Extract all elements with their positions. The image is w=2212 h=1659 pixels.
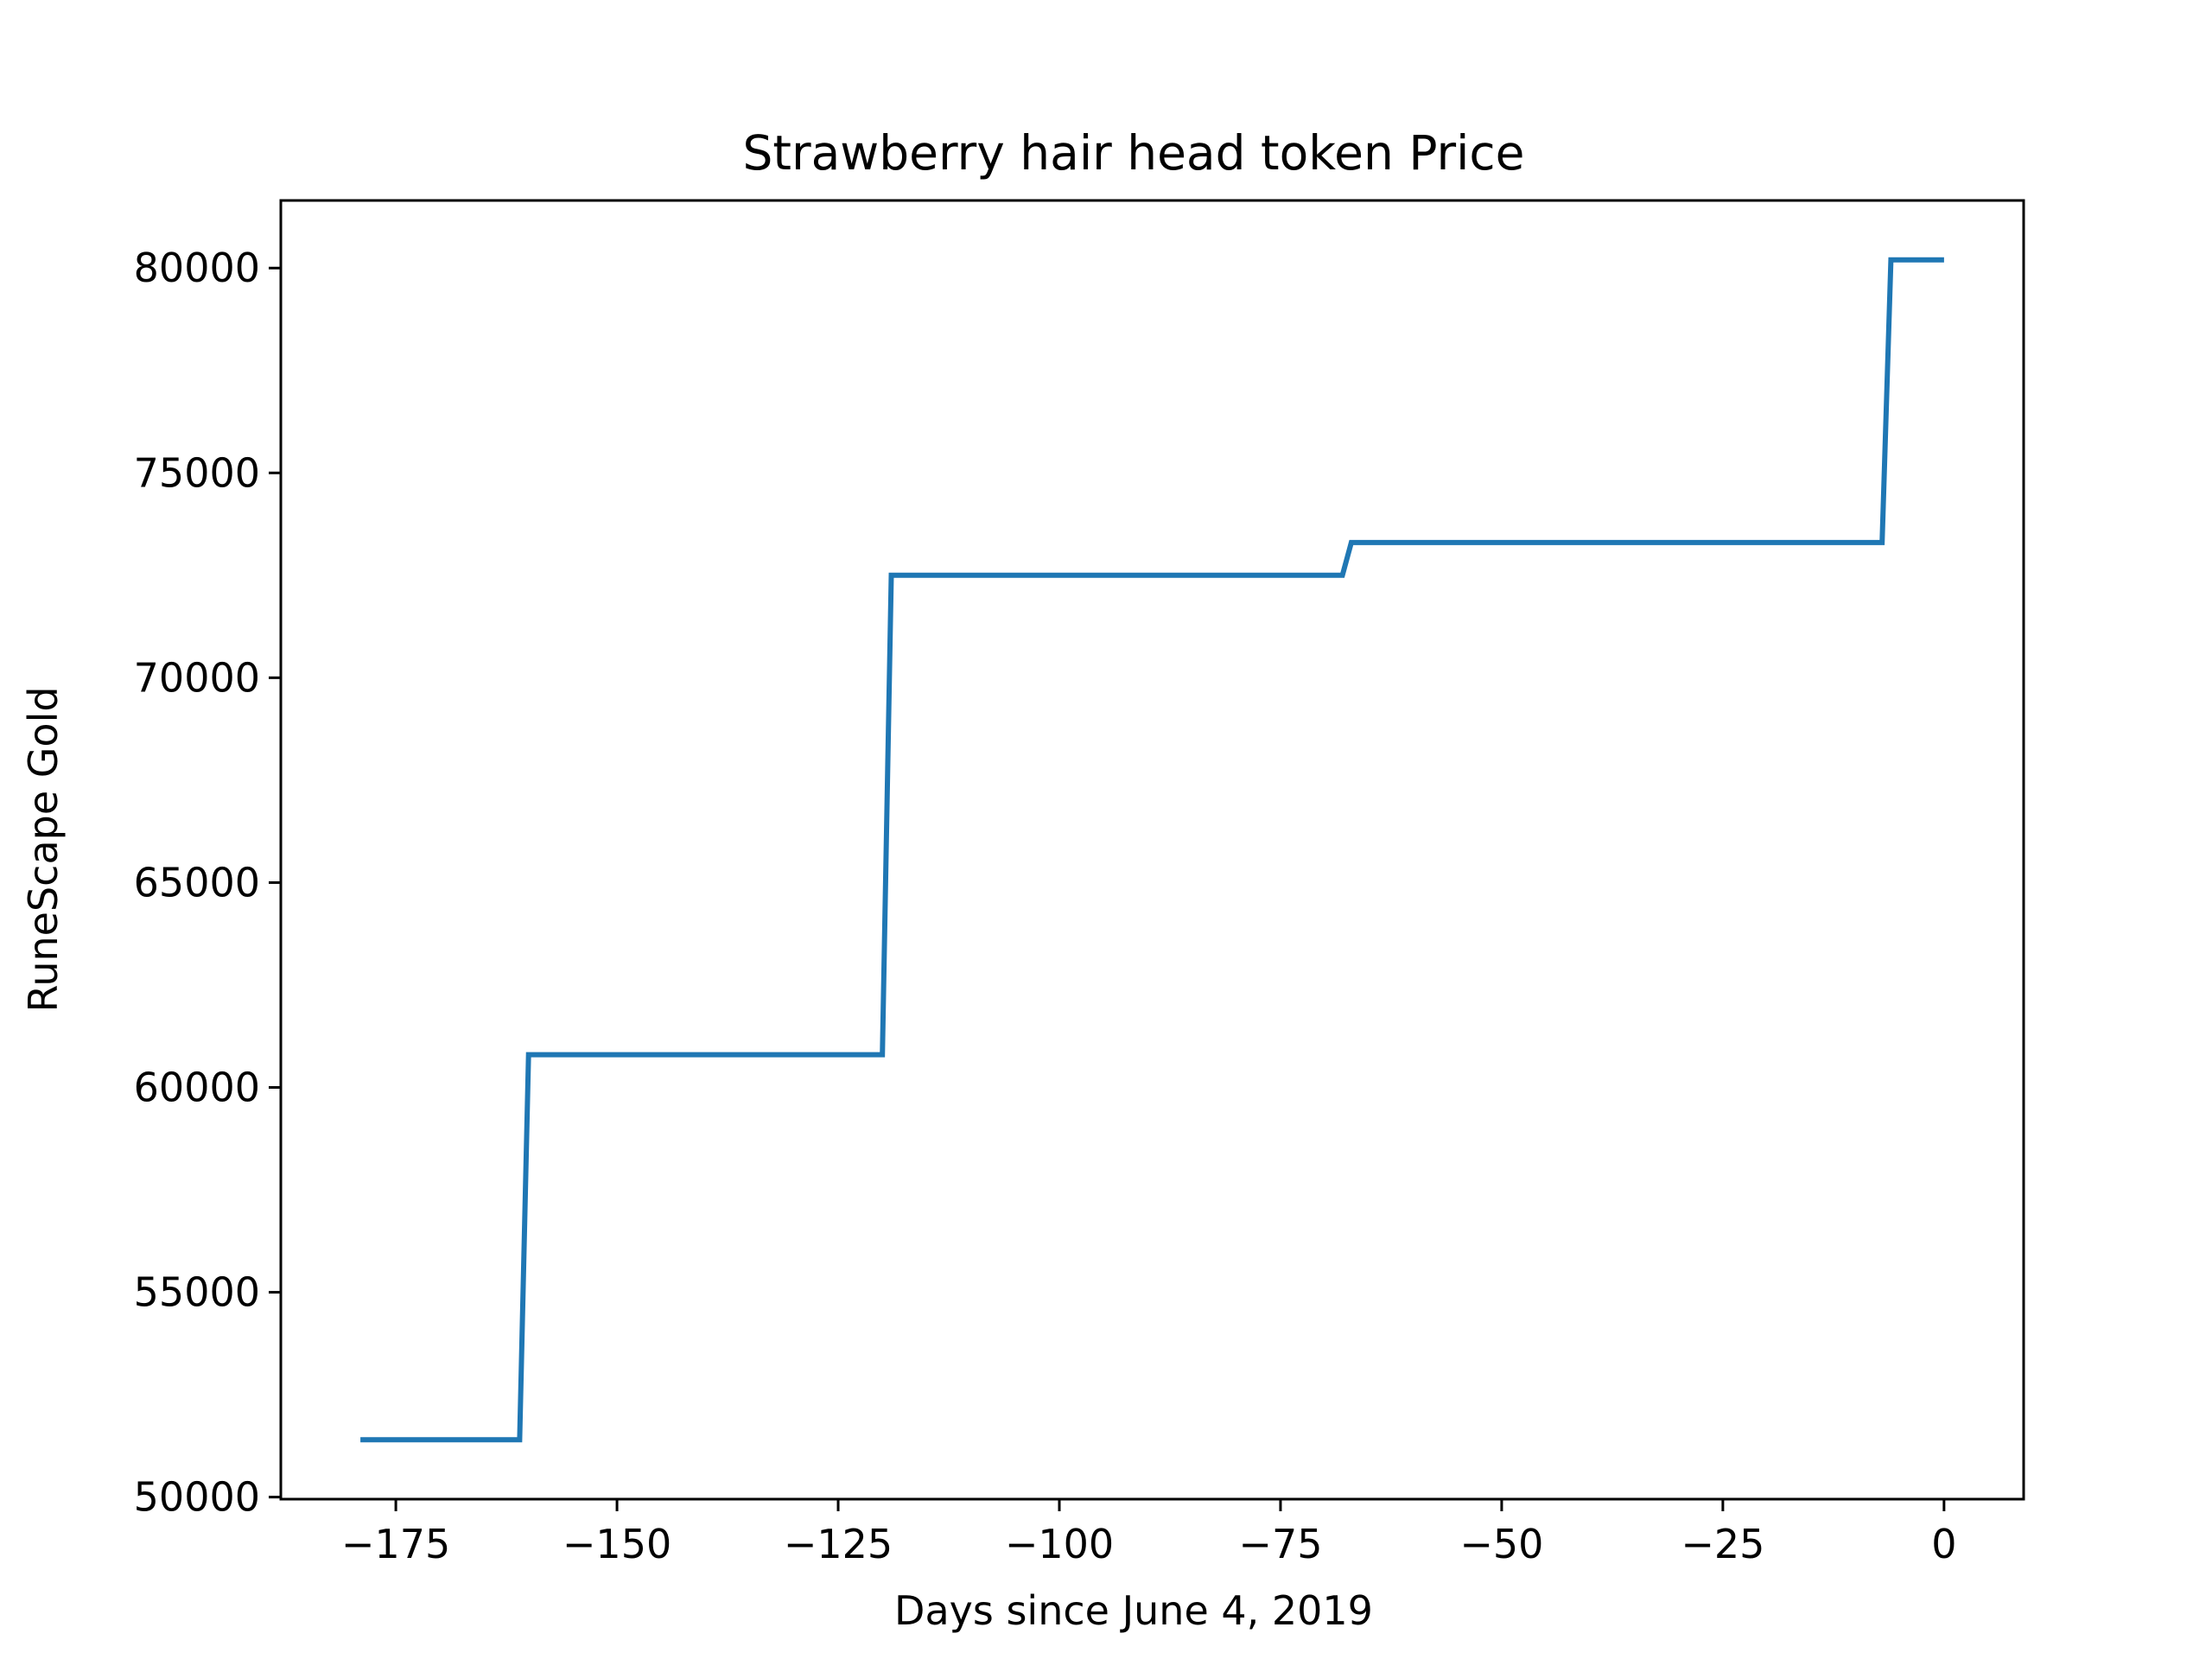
x-tick-label: −125 (784, 1521, 893, 1567)
y-tick-label: 70000 (134, 654, 260, 701)
x-tick-label: −100 (1005, 1521, 1114, 1567)
x-tick-label: −75 (1238, 1521, 1322, 1567)
y-tick-label: 60000 (134, 1064, 260, 1110)
series-layer (360, 257, 1944, 1443)
x-axis-ticks: −175 −150 −125 −100 −75 −50 −25 0 (341, 1499, 1956, 1567)
chart-title: Strawberry hair head token Price (742, 125, 1524, 181)
y-axis-ticks: 50000 55000 60000 65000 70000 75000 80000 (134, 245, 281, 1521)
plot-frame (279, 199, 2025, 1501)
x-axis-label: Days since June 4, 2019 (894, 1587, 1373, 1634)
y-tick-label: 55000 (134, 1269, 260, 1316)
y-axis-label: RuneScape Gold (20, 686, 67, 1012)
price-series-line (360, 257, 1944, 1443)
y-tick-label: 50000 (134, 1474, 260, 1521)
x-tick-label: −175 (341, 1521, 450, 1567)
x-tick-label: −25 (1681, 1521, 1764, 1567)
x-tick-label: 0 (1931, 1521, 1956, 1567)
y-tick-label: 75000 (134, 449, 260, 496)
y-tick-label: 65000 (134, 859, 260, 906)
x-tick-label: −150 (563, 1521, 671, 1567)
y-tick-label: 80000 (134, 245, 260, 291)
x-tick-label: −50 (1459, 1521, 1543, 1567)
